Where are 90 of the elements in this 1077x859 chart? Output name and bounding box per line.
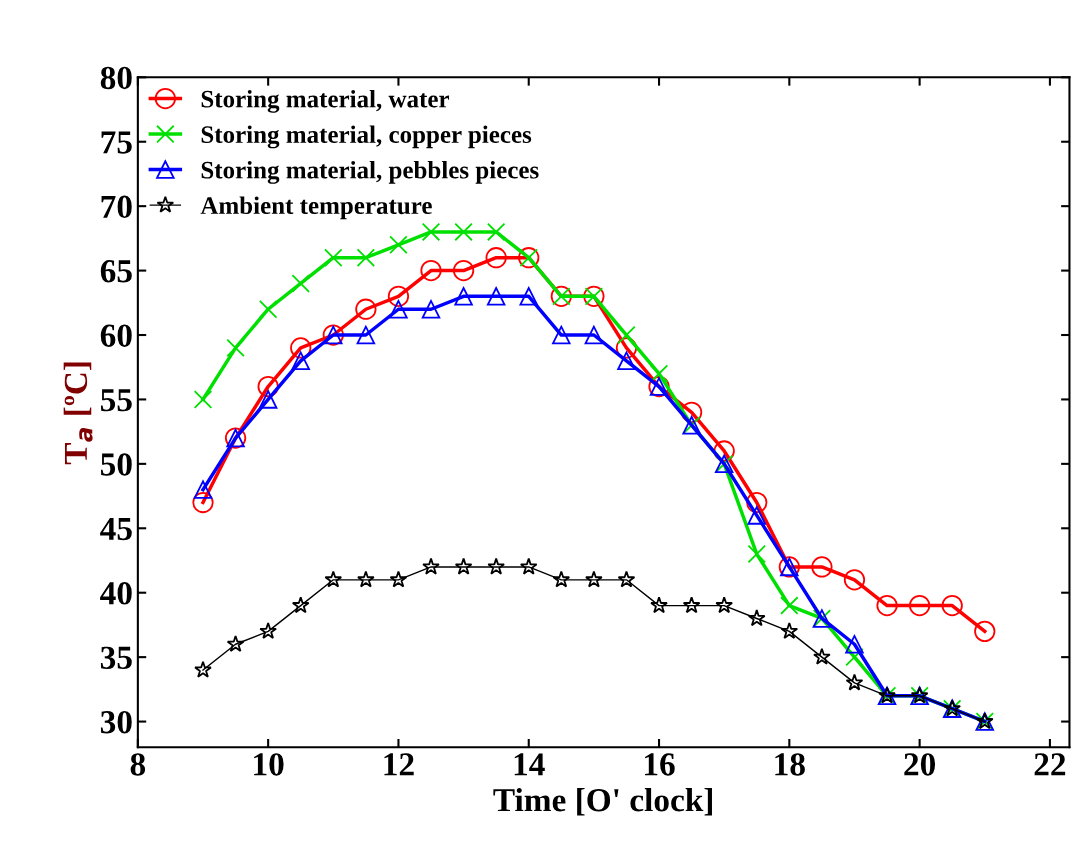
point (715, 596, 734, 614)
point (780, 622, 799, 640)
point (617, 351, 636, 371)
point (747, 506, 766, 525)
legend-label: Storing material, copper pieces (201, 125, 532, 149)
point (422, 557, 440, 575)
x-tick-label: 14 (514, 753, 545, 776)
x-tick-label: 12 (384, 753, 414, 776)
x-tick-label: 8 (130, 753, 146, 776)
point (259, 622, 277, 640)
point (226, 635, 245, 652)
point (389, 300, 408, 319)
point (908, 594, 931, 617)
point (226, 338, 245, 358)
point (617, 570, 636, 588)
point (811, 556, 833, 578)
y-tick-label: 30 (100, 710, 132, 734)
y-axis-title: T$_{a}$ [ºC] (63, 362, 93, 465)
point (389, 570, 408, 588)
point (452, 259, 475, 282)
point (194, 660, 212, 678)
point (357, 570, 375, 588)
legend-label: Storing material, pebbles pieces (201, 161, 539, 184)
y-tick-label: 75 (101, 131, 132, 154)
point (421, 222, 441, 242)
point (585, 570, 603, 588)
point (485, 247, 507, 269)
point (780, 596, 799, 615)
y-tick-label: 35 (100, 646, 132, 670)
point (258, 390, 278, 409)
point (843, 569, 866, 591)
point (713, 440, 735, 462)
point (454, 287, 473, 306)
y-tick-label: 55 (100, 389, 132, 412)
y-tick-label: 80 (100, 66, 132, 90)
y-tick-label: 45 (100, 517, 132, 541)
point (813, 647, 831, 665)
point (747, 609, 766, 627)
point (650, 596, 668, 614)
point (355, 298, 377, 320)
point (324, 570, 343, 588)
legend-label: Storing material, water (201, 89, 450, 113)
point (584, 325, 604, 345)
point (552, 570, 571, 588)
point (682, 596, 701, 614)
point (552, 325, 571, 345)
x-tick-label: 20 (904, 753, 936, 776)
point (519, 557, 538, 575)
point (291, 351, 310, 371)
point (649, 364, 669, 383)
x-tick-label: 10 (254, 753, 284, 776)
point (291, 596, 310, 614)
point (746, 491, 768, 514)
point (291, 274, 310, 293)
point (747, 544, 766, 564)
point (258, 300, 278, 319)
point (941, 594, 963, 617)
x-axis-title: Time [O' clock] (493, 787, 712, 816)
point (257, 375, 279, 398)
x-tick-label: 22 (1034, 753, 1066, 776)
point (974, 620, 996, 642)
y-tick-label: 40 (100, 582, 132, 605)
point (519, 287, 538, 306)
point (454, 557, 473, 575)
legend-label: Ambient temperature (200, 196, 432, 220)
point (876, 594, 898, 617)
point (192, 491, 214, 514)
point (486, 287, 506, 306)
point (387, 285, 410, 307)
point (290, 337, 312, 359)
y-tick-label: 50 (100, 453, 132, 476)
point (420, 259, 442, 282)
point (193, 480, 213, 499)
point (356, 325, 376, 345)
point (845, 635, 864, 654)
point (389, 235, 408, 255)
y-tick-label: 60 (100, 324, 132, 347)
point (487, 557, 505, 575)
y-tick-label: 65 (100, 260, 132, 283)
x-tick-label: 16 (645, 753, 675, 776)
point (845, 673, 864, 691)
point (324, 248, 343, 267)
point (454, 222, 473, 242)
x-tick-label: 18 (775, 753, 805, 776)
y-tick-label: 70 (101, 195, 132, 219)
point (617, 325, 636, 345)
point (193, 390, 213, 409)
point (356, 248, 376, 267)
point (486, 222, 506, 242)
point (421, 300, 441, 319)
